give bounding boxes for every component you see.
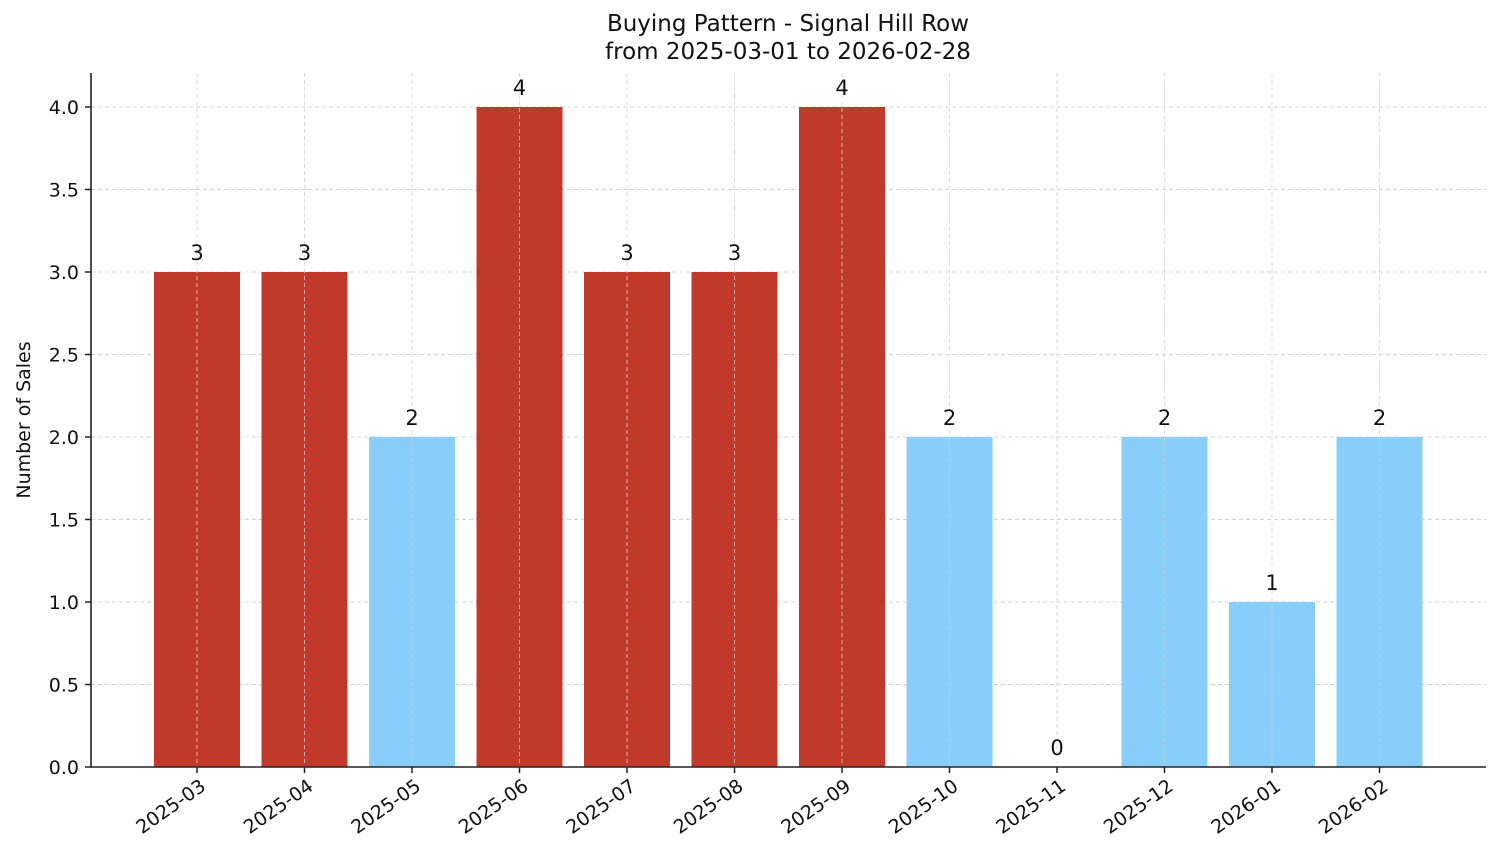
bar-value-label: 4 xyxy=(513,76,526,100)
y-tick-label: 3.5 xyxy=(49,180,79,202)
x-tick-label: 2025-06 xyxy=(455,775,533,839)
x-tick-label: 2025-07 xyxy=(562,775,640,839)
y-tick-label: 2.5 xyxy=(49,345,79,367)
x-tick-label: 2025-10 xyxy=(885,775,963,839)
bar-value-label: 2 xyxy=(1158,406,1171,430)
y-tick-label: 4.0 xyxy=(49,97,79,119)
x-tick-label: 2025-09 xyxy=(777,775,855,839)
bar-value-label: 3 xyxy=(190,241,203,265)
bar-value-label: 2 xyxy=(1373,406,1386,430)
x-tick-label: 2025-05 xyxy=(347,775,425,839)
y-tick-label: 0.0 xyxy=(49,757,79,779)
chart-subtitle: from 2025-03-01 to 2026-02-28 xyxy=(605,39,971,65)
bar-value-label: 3 xyxy=(620,241,633,265)
bar-value-label: 2 xyxy=(405,406,418,430)
x-tick-label: 2026-02 xyxy=(1315,775,1393,839)
chart-title: Buying Pattern - Signal Hill Row from 20… xyxy=(0,10,1501,66)
y-tick-label: 0.5 xyxy=(49,675,79,697)
x-tick-label: 2025-03 xyxy=(132,775,210,839)
bar-value-label: 3 xyxy=(298,241,311,265)
chart-title-main: Buying Pattern - Signal Hill Row xyxy=(606,11,970,37)
x-tick-label: 2025-08 xyxy=(670,775,748,839)
x-tick-label: 2025-04 xyxy=(240,775,318,839)
x-tick-label: 2025-12 xyxy=(1100,775,1178,839)
bar-value-label: 2 xyxy=(943,406,956,430)
x-tick-label: 2025-11 xyxy=(992,775,1070,839)
axes xyxy=(85,73,1486,773)
bar-value-label: 0 xyxy=(1050,736,1063,760)
y-tick-label: 2.0 xyxy=(49,427,79,449)
y-tick-label: 1.5 xyxy=(49,510,79,532)
bar-value-label: 4 xyxy=(835,76,848,100)
y-tick-label: 3.0 xyxy=(49,262,79,284)
x-tick-label: 2026-01 xyxy=(1207,775,1285,839)
bar-value-label: 3 xyxy=(728,241,741,265)
y-tick-label: 1.0 xyxy=(49,592,79,614)
bar-value-label: 1 xyxy=(1265,571,1278,595)
